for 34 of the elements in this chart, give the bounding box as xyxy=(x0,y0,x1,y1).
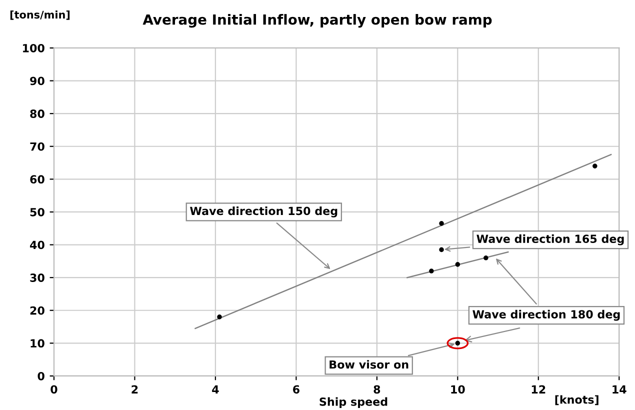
point xyxy=(439,221,444,226)
annotation: Wave direction 165 deg xyxy=(476,234,624,246)
y-axis-title: [tons/min] xyxy=(10,10,70,20)
y-tick-label: 10 xyxy=(30,339,44,348)
y-tick-label: 50 xyxy=(30,208,44,216)
y-tick-label: 20 xyxy=(30,306,44,315)
x-tick-label: 8 xyxy=(374,385,380,394)
point xyxy=(217,314,222,320)
x-tick-label: 6 xyxy=(293,385,300,394)
point xyxy=(429,268,434,274)
point xyxy=(455,262,460,267)
y-tick-label: 70 xyxy=(30,142,44,151)
chart-title: Average Initial Inflow, partly open bow ramp xyxy=(142,14,492,28)
x-tick-label: 4 xyxy=(212,385,219,394)
y-tick-label: 90 xyxy=(30,76,44,86)
x-tick-label: 10 xyxy=(451,385,465,394)
x-tick-label: 12 xyxy=(532,385,546,394)
text: [knots] xyxy=(555,395,598,406)
point xyxy=(484,255,488,260)
point xyxy=(439,247,444,252)
x-axis-title: Ship speed xyxy=(320,397,388,408)
x-tick-label: 2 xyxy=(132,385,138,394)
x-tick-label: 0 xyxy=(50,385,58,394)
y-tick-label: 0 xyxy=(38,372,44,380)
y-tick-label: 100 xyxy=(23,44,44,52)
annotation: Bow visor on xyxy=(330,360,408,369)
y-tick-label: 30 xyxy=(30,274,44,282)
annotation: Wave direction 180 deg xyxy=(472,310,620,321)
annotation: Wave direction 150 deg xyxy=(190,206,338,218)
y-tick-label: 40 xyxy=(30,240,44,250)
y-tick-label: 80 xyxy=(30,110,44,118)
point xyxy=(592,164,598,168)
x-tick-label: 14 xyxy=(612,385,626,394)
y-tick-label: 60 xyxy=(30,175,44,184)
